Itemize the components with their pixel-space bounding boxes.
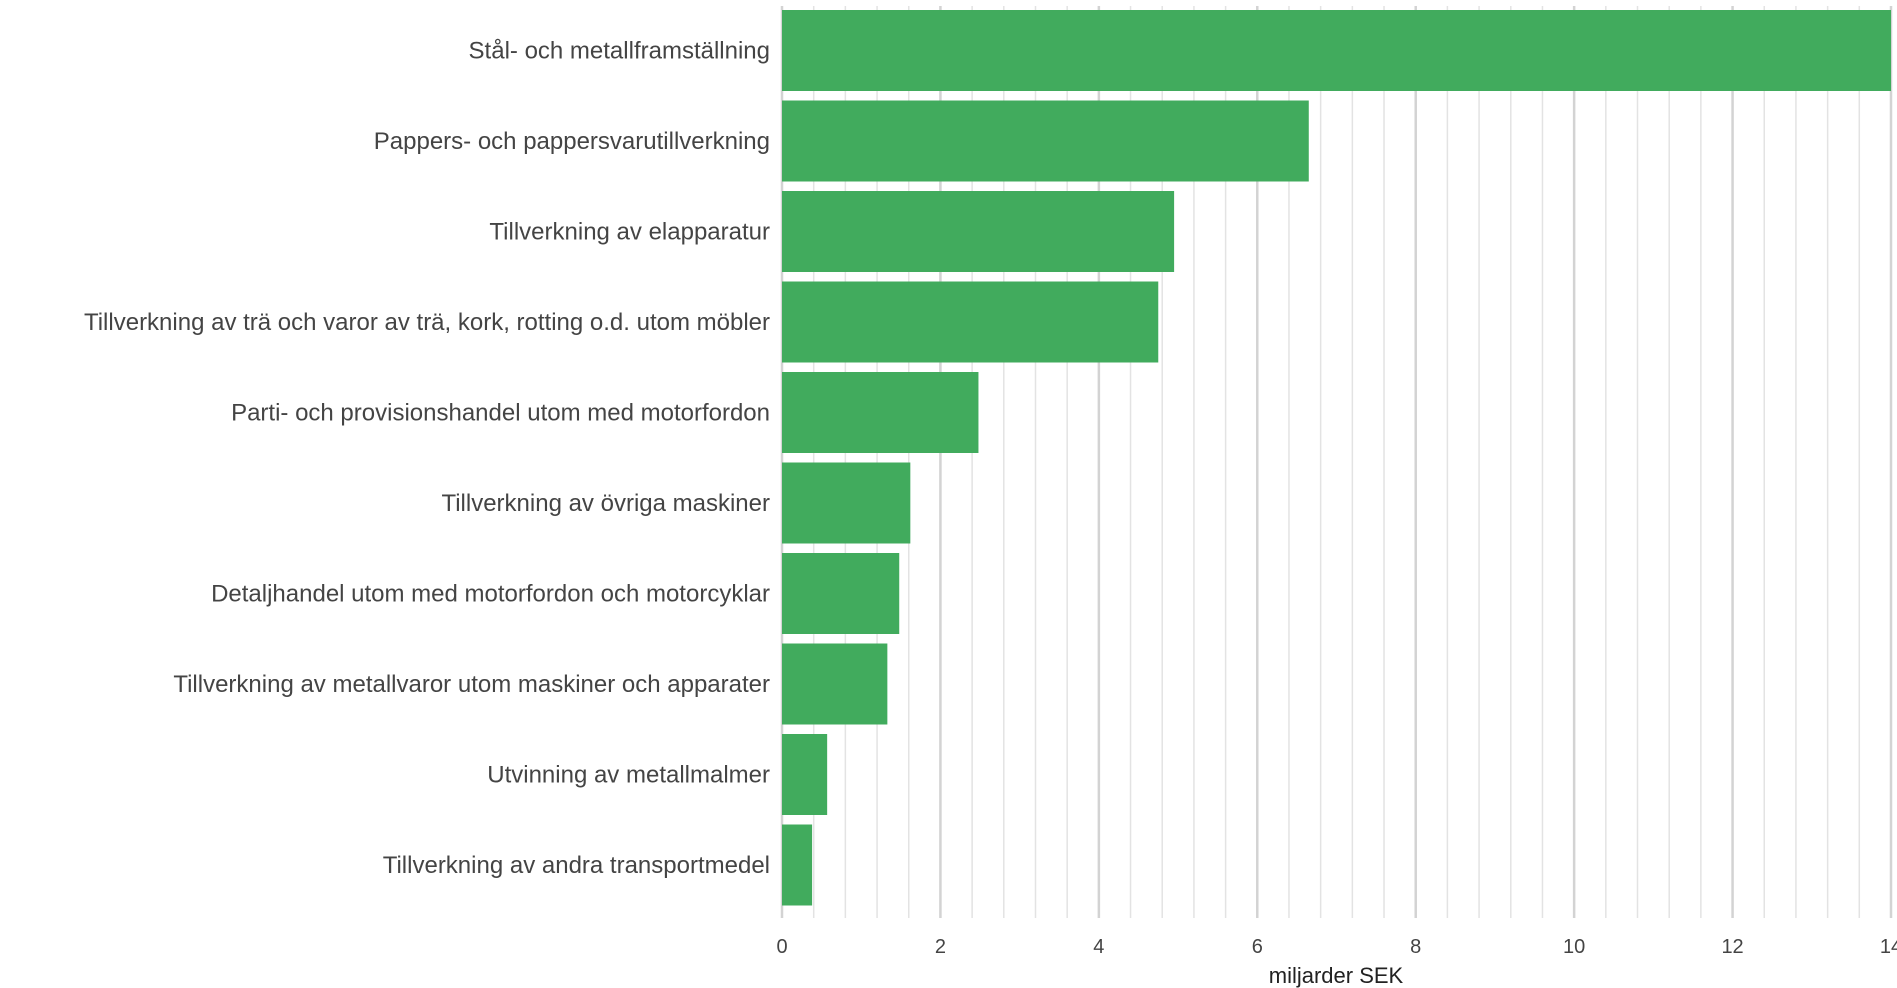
- x-tick-label: 14: [1880, 936, 1897, 958]
- bars: [782, 10, 1891, 906]
- bar: [782, 372, 979, 453]
- category-label: Tillverkning av trä och varor av trä, ko…: [84, 309, 770, 336]
- category-label: Utvinning av metallmalmer: [487, 762, 770, 789]
- bar: [782, 553, 900, 634]
- category-label: Detaljhandel utom med motorfordon och mo…: [211, 581, 770, 608]
- category-label: Tillverkning av andra transportmedel: [383, 852, 770, 879]
- x-axis-title: miljarder SEK: [1269, 963, 1404, 988]
- bar: [782, 734, 828, 815]
- bar: [782, 100, 1309, 182]
- category-label: Tillverkning av elapparatur: [489, 219, 770, 246]
- bar: [782, 191, 1175, 272]
- x-tick-label: 2: [935, 936, 946, 958]
- x-tick-label: 8: [1410, 936, 1421, 958]
- category-label: Pappers- och pappersvarutillverkning: [374, 128, 770, 155]
- x-tick-labels: 0 2 4 6 8 10 12 14: [776, 936, 1897, 958]
- bar: [782, 824, 813, 906]
- bar: [782, 281, 1159, 363]
- category-label: Stål- och metallframställning: [469, 38, 770, 65]
- x-tick-label: 6: [1252, 936, 1263, 958]
- x-tick-label: 10: [1563, 936, 1585, 958]
- bar: [782, 462, 911, 544]
- x-tick-label: 0: [776, 936, 787, 958]
- category-label: Parti- och provisionshandel utom med mot…: [231, 400, 770, 427]
- x-tick-label: 4: [1093, 936, 1104, 958]
- bar: [782, 10, 1891, 91]
- bar: [782, 643, 888, 725]
- category-label: Tillverkning av metallvaror utom maskine…: [173, 671, 770, 698]
- category-label: Tillverkning av övriga maskiner: [441, 490, 770, 517]
- x-tick-label: 12: [1721, 936, 1743, 958]
- category-labels: Stål- och metallframställning Pappers- oc…: [84, 38, 770, 880]
